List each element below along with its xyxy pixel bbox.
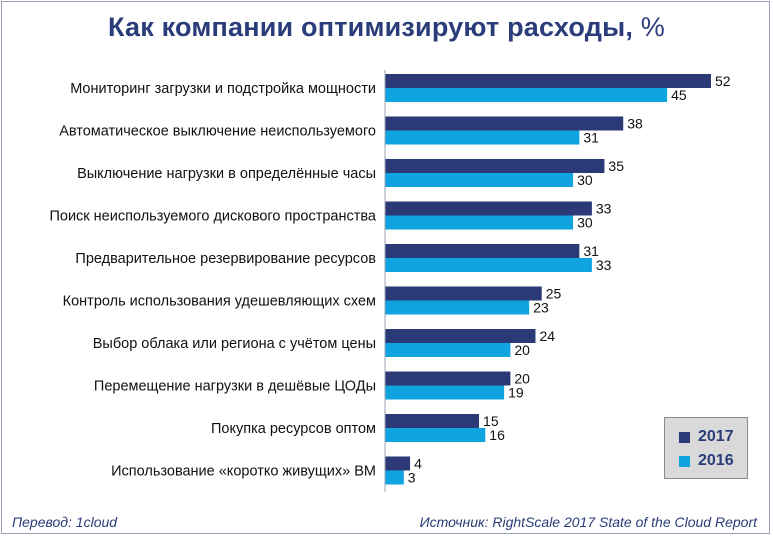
chart-title: Как компании оптимизируют расходы, % — [0, 12, 773, 43]
value-label-2016: 3 — [408, 470, 416, 486]
bar-2017 — [385, 286, 542, 301]
bar-2016 — [385, 343, 511, 357]
category-label: Автоматическое выключение неиспользуемог… — [59, 124, 376, 140]
bar-2016 — [385, 300, 530, 315]
value-label-2017: 25 — [546, 286, 562, 302]
value-label-2016: 33 — [596, 257, 612, 273]
bar-2017 — [385, 371, 511, 386]
bar-2016 — [385, 470, 404, 485]
value-label-2017: 31 — [583, 243, 599, 259]
bars — [385, 74, 711, 485]
bar-2016 — [385, 130, 580, 145]
category-label: Поиск неиспользуемого дискового простран… — [49, 209, 376, 225]
translation-credit: Перевод: 1cloud — [12, 514, 118, 530]
category-label: Покупка ресурсов оптом — [211, 421, 376, 437]
bar-2017 — [385, 74, 711, 88]
value-label-2016: 20 — [514, 342, 530, 358]
bar-2016 — [385, 258, 592, 272]
bar-2017 — [385, 159, 605, 173]
value-label-2017: 20 — [514, 371, 530, 387]
legend-swatch-2016 — [679, 455, 690, 467]
value-label-2017: 4 — [414, 456, 422, 472]
legend-label-2016: 2016 — [698, 452, 734, 469]
legend: 2017 2016 — [664, 417, 748, 479]
category-label: Контроль использования удешевляющих схем — [63, 294, 376, 310]
chart-title-text: Как компании оптимизируют расходы, — [108, 12, 634, 42]
value-label-2017: 52 — [715, 73, 731, 89]
category-label: Мониторинг загрузки и подстройка мощност… — [70, 81, 376, 97]
source-credit: Источник: RightScale 2017 State of the C… — [419, 514, 757, 530]
category-label: Предварительное резервирование ресурсов — [75, 251, 376, 267]
category-label: Перемещение нагрузки в дешёвые ЦОДы — [94, 379, 376, 395]
value-label-2017: 24 — [539, 328, 555, 344]
value-label-2017: 38 — [627, 116, 643, 132]
value-label-2016: 30 — [577, 215, 593, 231]
bar-2016 — [385, 88, 668, 102]
bar-2016 — [385, 385, 505, 400]
bar-2017 — [385, 244, 580, 258]
bar-2017 — [385, 201, 592, 216]
value-label-2016: 16 — [489, 427, 505, 443]
legend-item-2017: 2017 — [679, 427, 734, 447]
bar-2017 — [385, 456, 411, 471]
legend-item-2016: 2016 — [679, 451, 734, 471]
bar-2017 — [385, 329, 536, 343]
category-label: Выключение нагрузки в определённые часы — [77, 166, 376, 182]
value-label-2016: 23 — [533, 300, 549, 316]
legend-swatch-2017 — [679, 431, 690, 443]
value-label-2016: 19 — [508, 385, 524, 401]
value-label-2016: 30 — [577, 172, 593, 188]
chart-title-unit: % — [640, 12, 665, 42]
value-label-2016: 45 — [671, 87, 687, 103]
value-label-2016: 31 — [583, 130, 599, 146]
bar-2017 — [385, 414, 480, 428]
value-label-2017: 15 — [483, 413, 499, 429]
bar-2017 — [385, 116, 624, 131]
category-labels: Мониторинг загрузки и подстройка мощност… — [49, 81, 376, 480]
value-label-2017: 35 — [608, 158, 624, 174]
bar-2016 — [385, 215, 574, 230]
bar-2016 — [385, 428, 486, 442]
legend-label-2017: 2017 — [698, 428, 734, 445]
bar-2016 — [385, 173, 574, 187]
category-label: Выбор облака или региона с учётом цены — [93, 336, 376, 352]
value-label-2017: 33 — [596, 201, 612, 217]
category-label: Использование «коротко живущих» ВМ — [111, 464, 376, 480]
